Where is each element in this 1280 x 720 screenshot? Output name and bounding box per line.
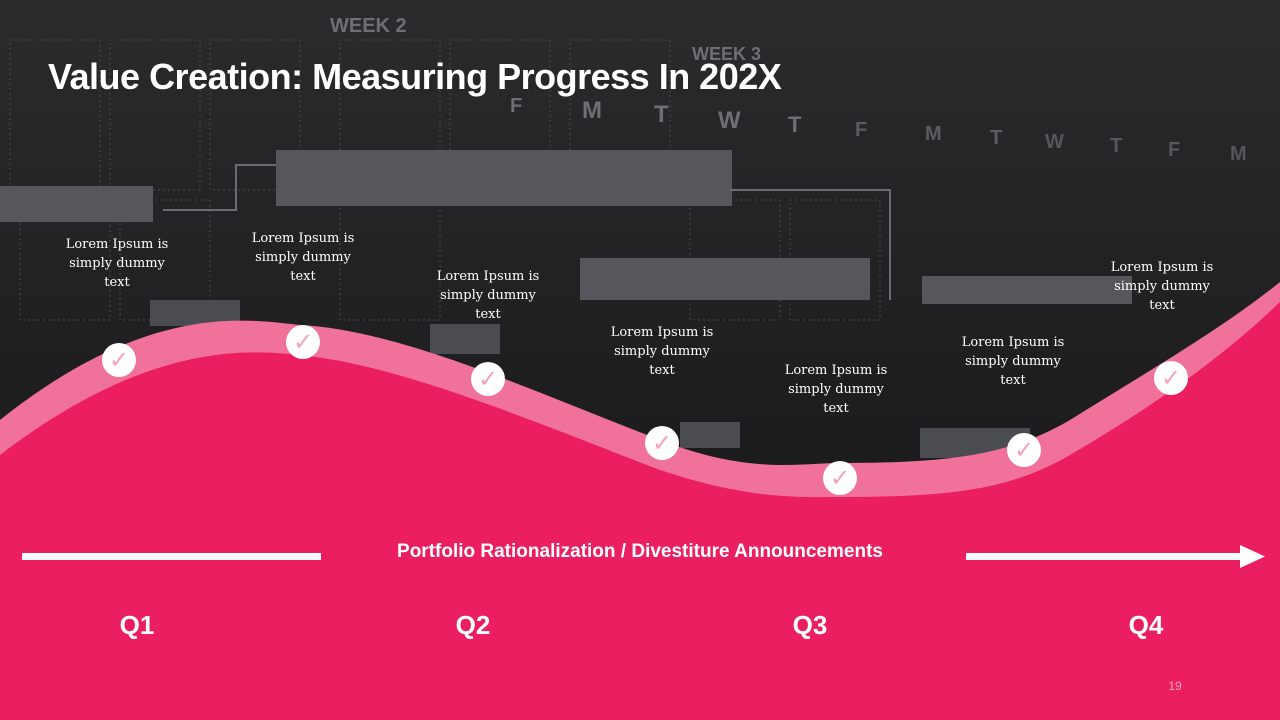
timeline-banner-text: Portfolio Rationalization / Divestiture … xyxy=(397,541,883,562)
timeline-arrowhead-icon xyxy=(1240,545,1265,568)
day-letter: F xyxy=(510,95,522,117)
checkmark-icon: ✓ xyxy=(471,362,505,396)
checkmark-icon: ✓ xyxy=(1154,361,1188,395)
day-letter: T xyxy=(1110,135,1122,157)
milestone-label: Lorem Ipsum is simply dummy text xyxy=(784,363,888,416)
day-letter: M xyxy=(582,97,602,124)
wave-dark-body xyxy=(0,302,1280,720)
quarter-label-q4: Q4 xyxy=(1128,610,1164,640)
quarter-label-q3: Q3 xyxy=(792,610,828,640)
milestone-label: Lorem Ipsum is simply dummy text xyxy=(961,335,1065,388)
milestone-label: Lorem Ipsum is simply dummy text xyxy=(436,269,540,322)
page-number: 19 xyxy=(1168,679,1182,693)
day-letter: W xyxy=(1045,131,1064,153)
day-letter: M xyxy=(1230,143,1247,165)
milestone-label: Lorem Ipsum is simply dummy text xyxy=(65,237,169,290)
checkmark-icon: ✓ xyxy=(286,325,320,359)
day-letter: M xyxy=(925,123,942,145)
day-letter: W xyxy=(718,107,741,134)
checkmark-icon: ✓ xyxy=(645,426,679,460)
milestone-label: Lorem Ipsum is simply dummy text xyxy=(1110,260,1214,313)
checkmark-icon: ✓ xyxy=(1007,433,1041,467)
week-label: WEEK 3 xyxy=(692,44,761,64)
day-letter: F xyxy=(1168,139,1180,161)
milestone-label: Lorem Ipsum is simply dummy text xyxy=(251,231,355,284)
page-title: Value Creation: Measuring Progress In 20… xyxy=(48,56,782,97)
quarter-label-q2: Q2 xyxy=(455,610,491,640)
milestone-label: Lorem Ipsum is simply dummy text xyxy=(610,325,714,378)
day-letter: T xyxy=(788,112,802,137)
quarter-label-q1: Q1 xyxy=(119,610,155,640)
checkmark-icon: ✓ xyxy=(102,343,136,377)
timeline-line-left xyxy=(22,553,321,560)
timeline-line-right xyxy=(966,553,1242,560)
week-label: WEEK 2 xyxy=(330,15,407,37)
timeline-arrow xyxy=(22,545,1265,568)
day-letter: T xyxy=(654,101,669,128)
day-letter: T xyxy=(990,127,1002,149)
day-letter: F xyxy=(855,119,867,141)
checkmark-icon: ✓ xyxy=(823,461,857,495)
